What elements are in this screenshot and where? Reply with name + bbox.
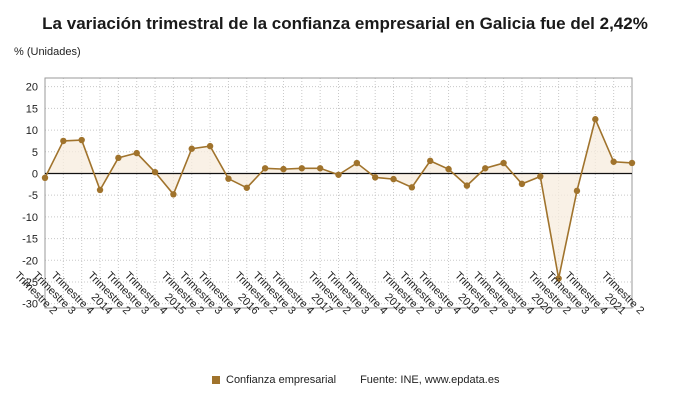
y-tick-label: -10 <box>22 212 38 224</box>
y-tick-label: -15 <box>22 234 38 246</box>
y-tick-label: 15 <box>26 103 38 115</box>
y-tick-label: 0 <box>32 168 38 180</box>
data-point <box>78 136 85 144</box>
data-point <box>335 171 342 178</box>
data-point <box>592 116 599 123</box>
data-point <box>555 275 562 282</box>
legend-label: Confianza empresarial <box>226 374 337 386</box>
data-point <box>610 158 617 165</box>
y-tick-label: -25 <box>22 277 38 289</box>
data-point <box>390 175 397 183</box>
data-point <box>500 159 507 167</box>
data-point <box>371 174 379 181</box>
data-point <box>41 174 49 182</box>
y-tick-label: 5 <box>32 147 38 159</box>
data-point <box>427 157 434 165</box>
data-point <box>463 182 471 189</box>
legend: Confianza empresarial Fuente: INE, www.e… <box>212 374 499 386</box>
y-axis-label: % (Unidades) <box>14 46 81 58</box>
data-point <box>316 165 324 172</box>
data-point <box>188 145 195 152</box>
series-area <box>45 119 632 279</box>
data-point <box>225 175 232 182</box>
y-tick-label: -5 <box>28 190 38 202</box>
data-point <box>170 191 177 198</box>
y-tick-label: -20 <box>22 255 38 267</box>
data-point <box>628 159 636 167</box>
plot-frame <box>44 77 633 309</box>
data-point <box>280 165 287 173</box>
data-point <box>298 165 306 172</box>
chart-title: La variación trimestral de la confianza … <box>42 14 648 33</box>
data-point <box>445 165 452 173</box>
data-point <box>133 149 140 157</box>
data-point <box>537 173 544 180</box>
legend-swatch <box>212 376 220 384</box>
y-tick-label: 20 <box>26 82 38 94</box>
data-point <box>115 154 122 162</box>
data-point <box>408 184 416 191</box>
data-point <box>243 184 250 191</box>
data-point <box>206 142 214 150</box>
data-point <box>151 168 159 176</box>
source-note: Fuente: INE, www.epdata.es <box>360 374 500 386</box>
data-point <box>482 165 489 172</box>
data-point <box>60 137 67 145</box>
data-point <box>261 165 269 172</box>
data-point <box>518 180 526 188</box>
data-point <box>96 186 104 194</box>
data-point <box>353 159 361 167</box>
y-tick-label: -30 <box>22 299 38 311</box>
y-tick-label: 10 <box>26 125 38 137</box>
data-point <box>573 187 581 195</box>
